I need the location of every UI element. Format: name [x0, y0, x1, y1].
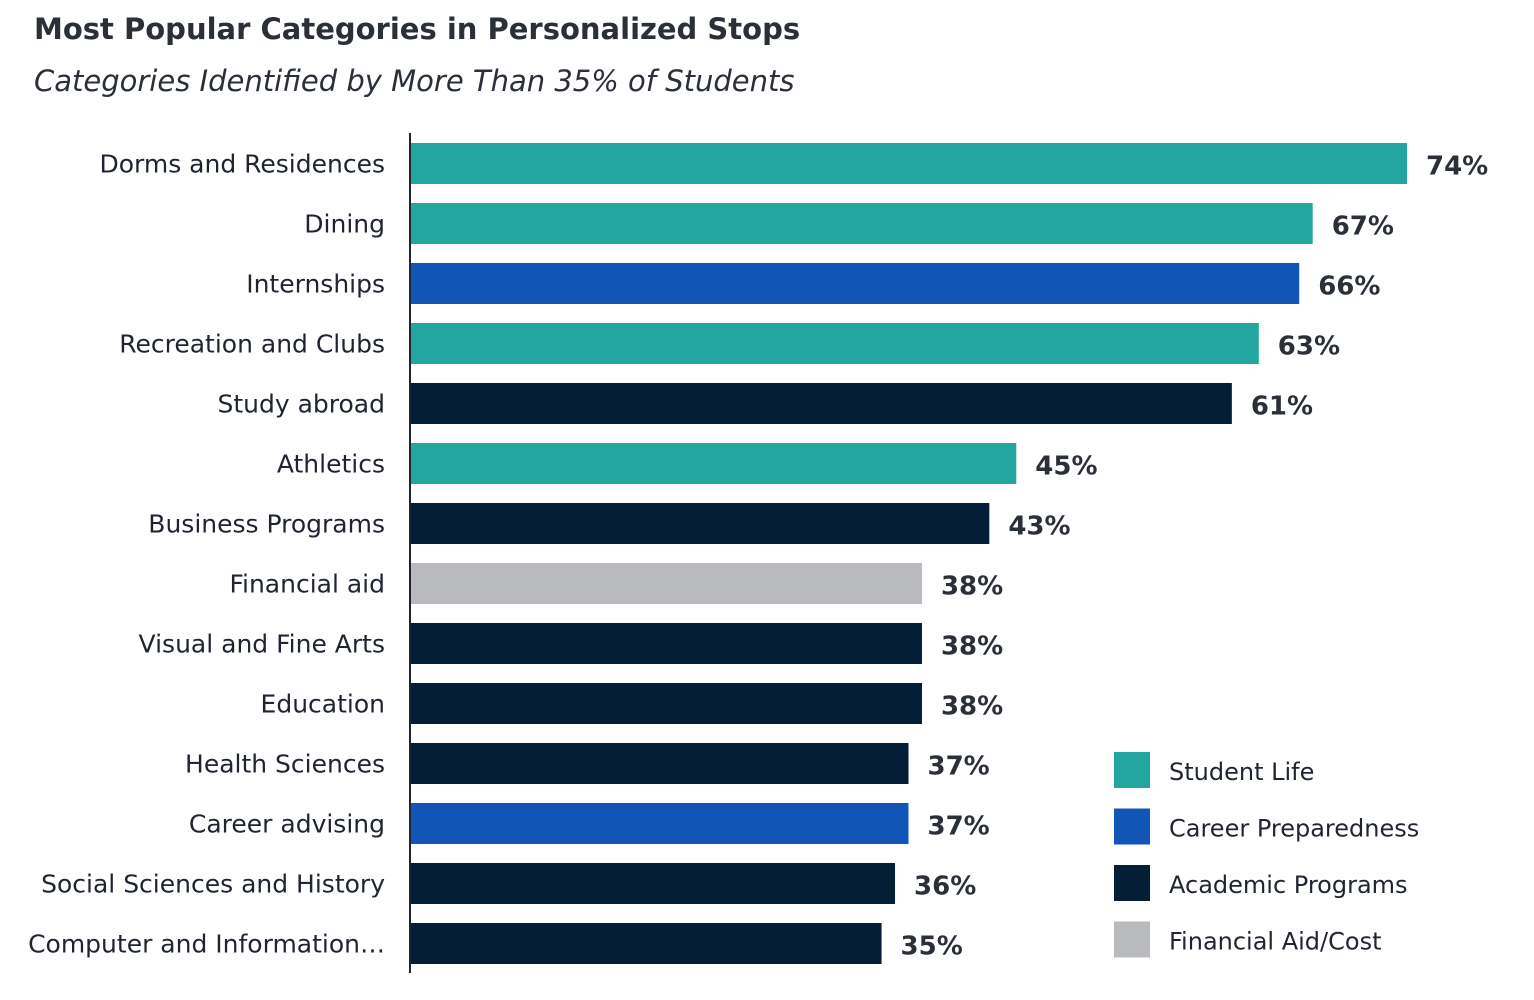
- category-label: Health Sciences: [185, 750, 385, 779]
- category-label: Recreation and Clubs: [119, 330, 385, 359]
- category-label: Study abroad: [217, 390, 385, 419]
- legend-swatch: [1114, 865, 1150, 901]
- bar-3: [410, 263, 1300, 304]
- bar-14: [410, 923, 882, 964]
- bar-8: [410, 563, 922, 604]
- category-label: Athletics: [277, 450, 385, 479]
- bar-10: [410, 683, 922, 724]
- bars-group: Dorms and Residences 74% Dining 67% Internsh…: [28, 143, 1488, 964]
- category-label: Education: [261, 690, 385, 719]
- bar-1: [410, 143, 1407, 184]
- value-label: 37%: [928, 812, 990, 842]
- legend-label: Student Life: [1169, 758, 1314, 786]
- value-label: 74%: [1426, 152, 1488, 182]
- bar-11: [410, 743, 909, 784]
- chart-subtitle: Categories Identified by More Than 35% o…: [34, 64, 795, 98]
- value-label: 63%: [1278, 332, 1340, 362]
- value-label: 67%: [1332, 212, 1394, 242]
- value-label: 38%: [941, 692, 1003, 722]
- value-label: 38%: [941, 572, 1003, 602]
- chart-title: Most Popular Categories in Personalized …: [34, 12, 801, 46]
- value-label: 45%: [1035, 452, 1097, 482]
- legend-swatch: [1114, 921, 1150, 958]
- category-label: Career advising: [189, 810, 385, 839]
- category-label: Visual and Fine Arts: [139, 630, 385, 659]
- bar-5: [410, 383, 1232, 424]
- value-label: 35%: [901, 932, 963, 962]
- category-label: Dining: [304, 210, 385, 239]
- value-label: 36%: [914, 872, 976, 902]
- legend-label: Career Preparedness: [1169, 815, 1419, 843]
- category-label: Dorms and Residences: [99, 150, 385, 179]
- legend-label: Financial Aid/Cost: [1169, 928, 1381, 956]
- bar-2: [410, 203, 1313, 244]
- value-label: 61%: [1251, 392, 1313, 422]
- category-label: Financial aid: [229, 570, 385, 599]
- value-label: 43%: [1008, 512, 1070, 542]
- legend-label: Academic Programs: [1169, 871, 1408, 899]
- legend-swatch: [1114, 752, 1150, 788]
- value-label: 38%: [941, 632, 1003, 662]
- category-label: Computer and Information…: [28, 930, 385, 959]
- bar-9: [410, 623, 922, 664]
- bar-6: [410, 443, 1017, 484]
- bar-12: [410, 803, 909, 844]
- legend-swatch: [1114, 808, 1150, 845]
- category-label: Business Programs: [148, 510, 385, 539]
- category-label: Internships: [246, 270, 385, 299]
- bar-4: [410, 323, 1259, 364]
- legend: Student Life Career Preparedness Academic …: [1114, 752, 1419, 958]
- category-label: Social Sciences and History: [41, 870, 385, 899]
- value-label: 66%: [1318, 272, 1380, 302]
- bar-7: [410, 503, 990, 544]
- value-label: 37%: [928, 752, 990, 782]
- bar-13: [410, 863, 896, 904]
